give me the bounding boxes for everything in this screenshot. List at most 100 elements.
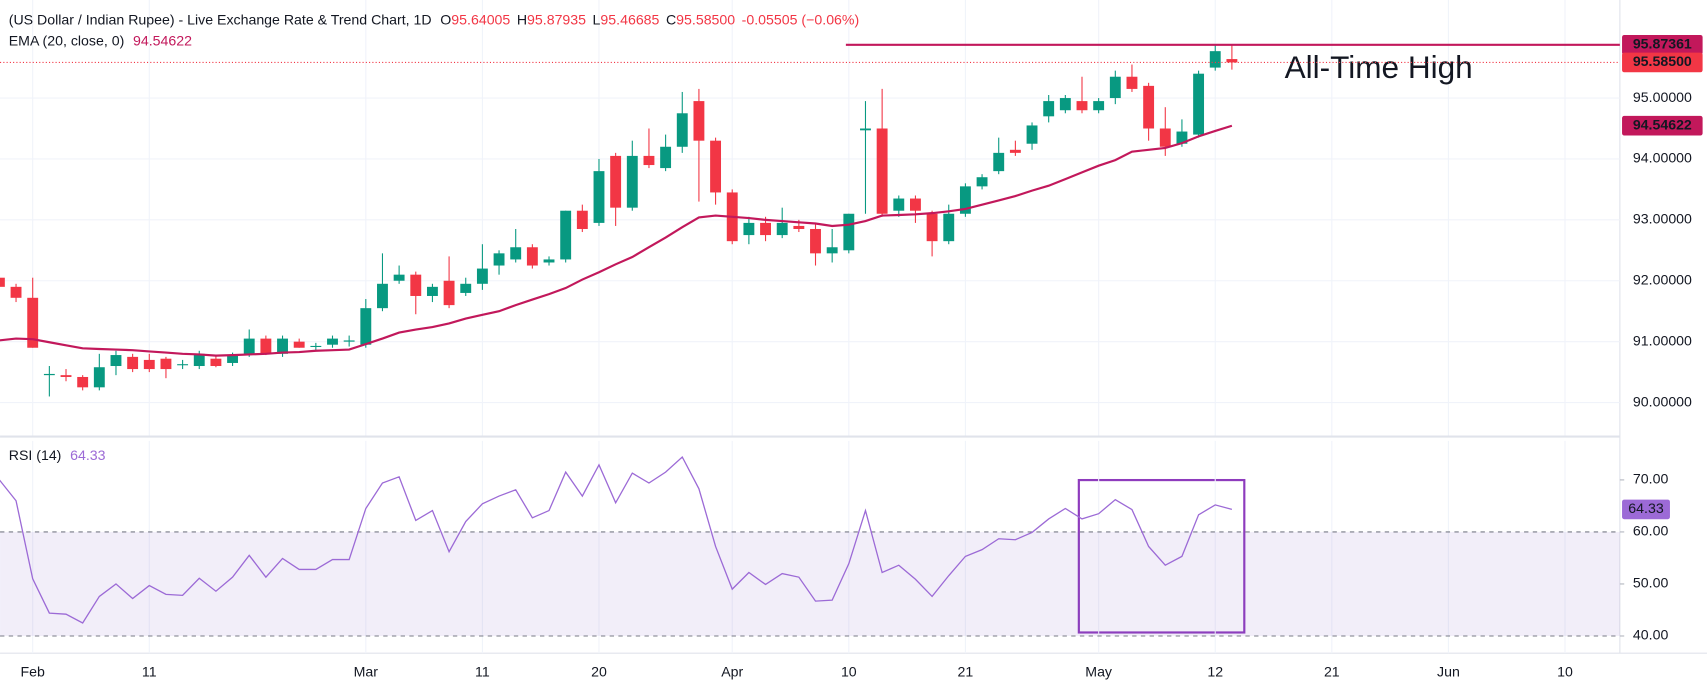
quote-key: H bbox=[517, 11, 527, 27]
ema-line bbox=[0, 124, 1233, 357]
annotation-text: All-Time High bbox=[1285, 49, 1473, 85]
price-label: 95.87361 bbox=[1633, 36, 1692, 52]
candle-body bbox=[243, 338, 255, 354]
quote-value: 95.58500 bbox=[676, 11, 735, 27]
candle-body bbox=[860, 128, 871, 131]
candle-body bbox=[876, 128, 888, 214]
candle-body bbox=[60, 375, 72, 377]
x-tick-label: 10 bbox=[841, 663, 857, 679]
rsi-legend: RSI (14) 64.33 bbox=[9, 447, 106, 463]
candle-body bbox=[426, 286, 438, 296]
candle-body bbox=[993, 152, 1005, 172]
candle-body bbox=[976, 177, 988, 187]
candle-body bbox=[843, 213, 855, 251]
candle-body bbox=[543, 259, 555, 263]
candle-body bbox=[260, 338, 272, 354]
candle-body bbox=[1143, 85, 1155, 129]
y-tick-label: 50.00 bbox=[1633, 575, 1669, 591]
x-tick-label: 11 bbox=[142, 663, 157, 679]
candle-body bbox=[443, 280, 455, 306]
rsi-line bbox=[0, 455, 1233, 624]
candle-body bbox=[393, 274, 405, 281]
candle-body bbox=[593, 171, 605, 223]
price-label-box bbox=[1622, 115, 1703, 136]
candle-body bbox=[1109, 76, 1121, 99]
x-tick-label: May bbox=[1085, 663, 1113, 679]
candle-body bbox=[476, 268, 488, 284]
candle-body bbox=[1026, 125, 1038, 144]
plot: 90.00000 91.00000 92.00000 93.00000 94.00000… bbox=[0, 0, 1703, 679]
candle-body bbox=[377, 283, 388, 309]
x-tick-label: Apr bbox=[721, 663, 743, 679]
candle-body bbox=[643, 155, 655, 166]
candle-body bbox=[943, 213, 955, 242]
candle-body bbox=[127, 356, 139, 370]
candle-body bbox=[1043, 101, 1055, 117]
candle-body bbox=[1209, 51, 1221, 68]
candle-body bbox=[77, 376, 89, 388]
candle-body bbox=[526, 247, 538, 266]
price-label-box bbox=[1622, 52, 1703, 73]
y-tick-label: 92.00000 bbox=[1633, 271, 1692, 287]
candle-body bbox=[143, 359, 155, 370]
quote-value: 95.87935 bbox=[527, 11, 586, 27]
legend-name: RSI (14) bbox=[9, 447, 62, 463]
candle-body bbox=[43, 373, 55, 376]
candle-body bbox=[743, 222, 755, 236]
candle-body bbox=[10, 286, 22, 298]
candle-body bbox=[510, 247, 522, 260]
quote-change: -0.05505 (−0.06%) bbox=[742, 11, 860, 27]
candle-body bbox=[693, 101, 705, 141]
price-label: 95.58500 bbox=[1633, 53, 1692, 69]
candle-body bbox=[1059, 98, 1071, 111]
ema-legend: EMA (20, close, 0) 94.54622 bbox=[9, 32, 192, 48]
y-tick-label: 93.00000 bbox=[1633, 211, 1692, 227]
quote-key: O bbox=[440, 11, 451, 27]
price-label-box bbox=[1622, 35, 1703, 55]
x-tick-label: Feb bbox=[21, 663, 46, 679]
y-tick-label: 94.00000 bbox=[1633, 150, 1692, 166]
candle-body bbox=[343, 340, 355, 342]
candle-body bbox=[327, 338, 338, 345]
x-tick-label: Jun bbox=[1437, 663, 1460, 679]
x-tick-label: 12 bbox=[1207, 663, 1223, 679]
candle-body bbox=[1226, 59, 1238, 63]
candle-body bbox=[1009, 149, 1021, 153]
candle-body bbox=[676, 113, 688, 147]
candle-body bbox=[560, 210, 572, 260]
candle-body bbox=[610, 155, 622, 208]
legend-value: 64.33 bbox=[70, 447, 106, 463]
candle-body bbox=[1176, 131, 1188, 144]
candle-body bbox=[293, 341, 305, 348]
y-tick-label: 91.00000 bbox=[1633, 332, 1692, 348]
y-tick-label: 40.00 bbox=[1633, 627, 1669, 643]
y-tick-label: 90.00000 bbox=[1633, 393, 1692, 409]
y-tick-label: 60.00 bbox=[1633, 523, 1669, 539]
candle-body bbox=[959, 186, 971, 214]
candle-body bbox=[27, 297, 39, 348]
candle-body bbox=[776, 222, 788, 236]
candle-body bbox=[410, 274, 422, 296]
candle-body bbox=[660, 146, 672, 169]
candle-body bbox=[0, 277, 5, 287]
candle-body bbox=[193, 353, 205, 367]
candle-body bbox=[177, 364, 189, 366]
price-label: 64.33 bbox=[1628, 500, 1664, 516]
candle-body bbox=[1076, 101, 1088, 111]
x-tick-label: 21 bbox=[1324, 663, 1340, 679]
price-label-box bbox=[1622, 499, 1670, 520]
rsi-band bbox=[0, 531, 1620, 636]
price-label: 94.54622 bbox=[1633, 116, 1692, 132]
candle-body bbox=[1193, 73, 1205, 135]
candle-body bbox=[1159, 128, 1171, 147]
candle-body bbox=[93, 367, 105, 388]
candle-body bbox=[460, 283, 472, 293]
candle-body bbox=[310, 345, 322, 348]
x-tick-label: 21 bbox=[958, 663, 974, 679]
candle-body bbox=[576, 210, 588, 229]
legend-value: 94.54622 bbox=[133, 32, 192, 48]
candle-body bbox=[360, 308, 372, 345]
candle-body bbox=[110, 355, 122, 367]
